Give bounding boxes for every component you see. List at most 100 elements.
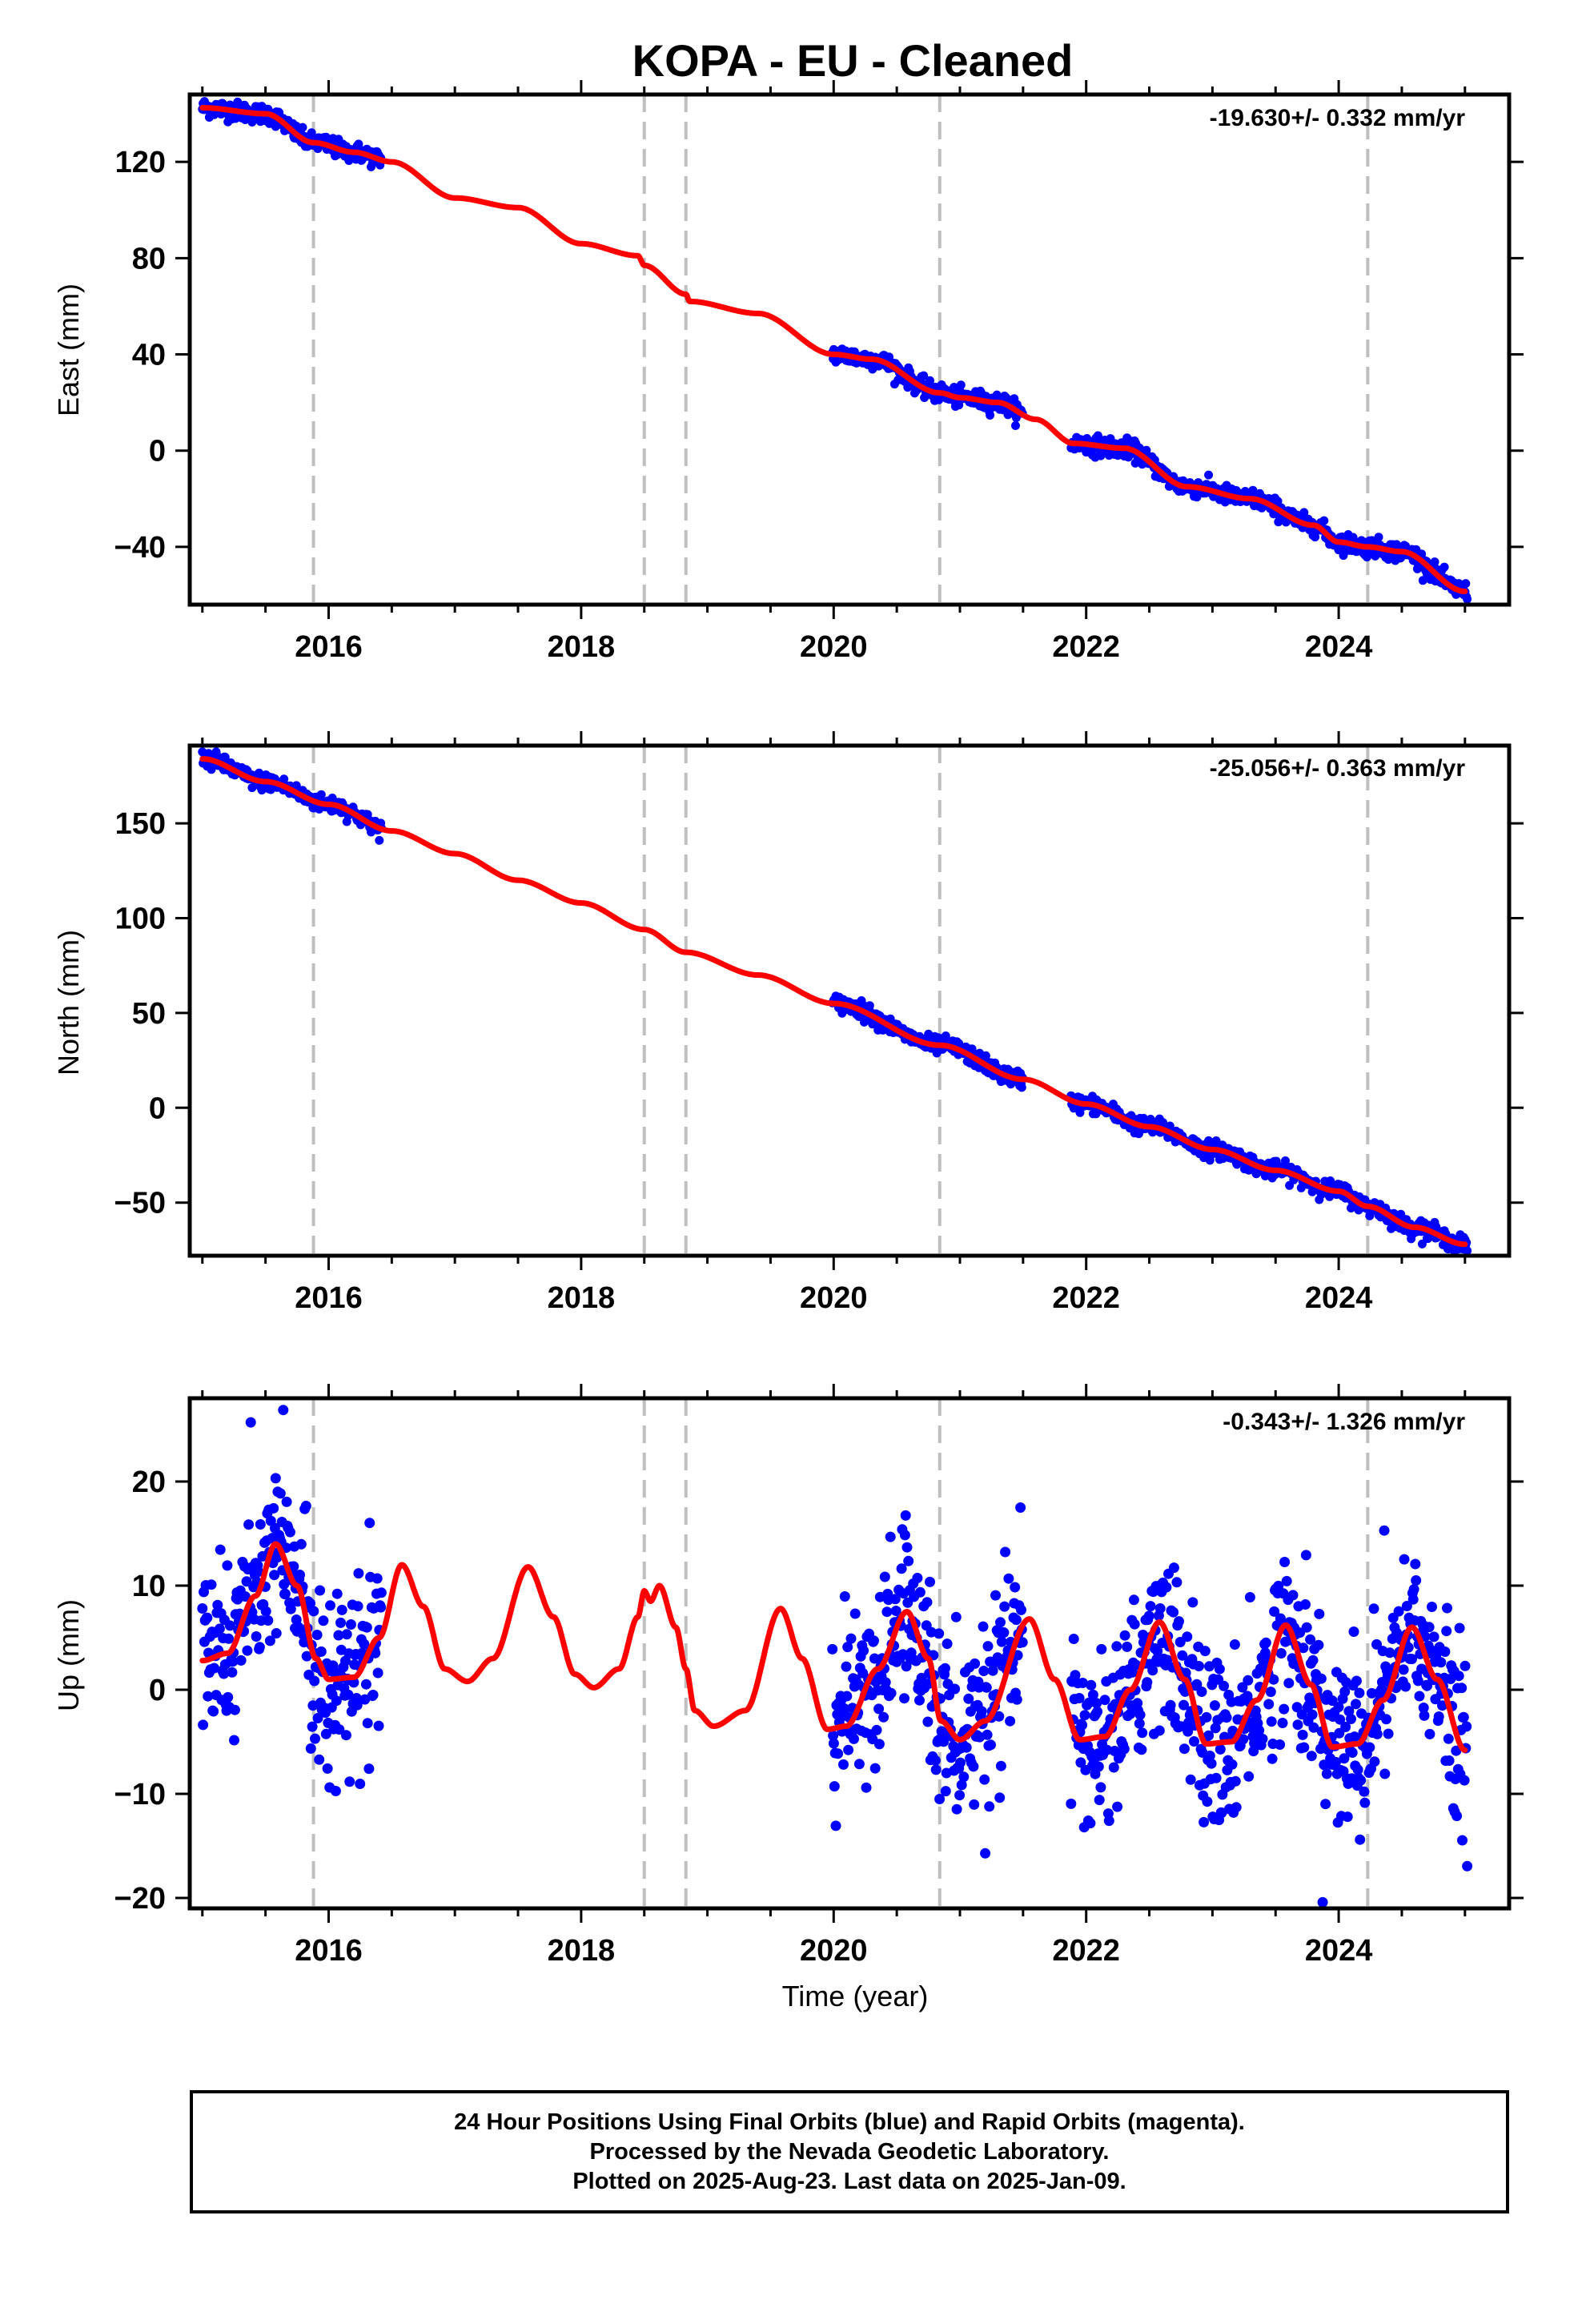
up-data-point [215, 1544, 226, 1555]
up-data-point [1145, 1601, 1156, 1612]
up-data-point [980, 1848, 991, 1859]
up-data-point [202, 1612, 213, 1623]
up-data-point [1219, 1680, 1230, 1691]
up-data-point [1355, 1775, 1367, 1786]
north-data-point [375, 835, 384, 845]
up-data-point [839, 1591, 850, 1602]
up-data-point [254, 1642, 265, 1653]
up-data-point [1085, 1818, 1096, 1829]
up-data-point [1300, 1599, 1311, 1610]
up-data-point [235, 1655, 247, 1666]
up-data-point [1299, 1742, 1310, 1753]
up-data-point [1441, 1626, 1452, 1637]
up-data-point [1279, 1703, 1290, 1715]
up-data-point [1122, 1641, 1133, 1652]
up-data-point [1381, 1714, 1391, 1725]
up-data-point [853, 1759, 865, 1770]
up-data-point [1275, 1739, 1286, 1750]
up-data-point [300, 1501, 311, 1511]
up-data-point [1307, 1655, 1319, 1666]
up-data-point [869, 1763, 881, 1774]
up-data-point [986, 1739, 996, 1751]
up-data-point [1462, 1860, 1473, 1872]
up-data-point [1206, 1758, 1217, 1769]
up-data-point [914, 1695, 925, 1706]
east-data-point [1311, 533, 1320, 542]
up-data-point [1260, 1637, 1271, 1648]
up-data-point [976, 1706, 987, 1717]
up-data-point [345, 1619, 356, 1630]
up-data-point [363, 1763, 375, 1775]
up-data-point [251, 1631, 262, 1642]
up-data-point [921, 1597, 933, 1608]
up-data-point [1457, 1835, 1468, 1846]
up-data-point [1143, 1610, 1154, 1622]
up-data-point [1068, 1634, 1079, 1644]
up-data-point [841, 1691, 853, 1702]
up-data-point [314, 1754, 325, 1765]
up-data-point [1096, 1643, 1107, 1655]
up-data-point [371, 1573, 383, 1584]
up-data-point [295, 1570, 305, 1580]
east-data-point [1463, 594, 1472, 604]
up-data-point [1011, 1694, 1022, 1705]
up-data-point [930, 1764, 942, 1775]
up-data-point [1314, 1608, 1325, 1619]
up-data-point [1315, 1673, 1327, 1684]
up-data-point [934, 1628, 945, 1639]
up-data-point [1292, 1719, 1303, 1731]
up-data-point [899, 1693, 909, 1704]
up-data-point [1137, 1727, 1148, 1739]
up-data-point [930, 1755, 941, 1766]
up-data-point [996, 1636, 1007, 1647]
up-data-point [995, 1617, 1006, 1628]
east-x-tick-label: 2022 [1052, 630, 1120, 664]
up-data-point [1275, 1648, 1287, 1659]
up-data-point [1016, 1604, 1026, 1615]
up-data-point [367, 1690, 379, 1700]
up-data-point [978, 1621, 989, 1632]
east-data-point [354, 139, 363, 149]
up-data-point [1453, 1671, 1464, 1682]
up-data-point [885, 1531, 896, 1542]
up-data-point [1194, 1661, 1204, 1671]
east-model-line [199, 105, 1468, 594]
up-data-point [197, 1603, 208, 1614]
east-data-point [1430, 557, 1439, 567]
up-data-point [305, 1743, 316, 1754]
up-data-point [364, 1518, 375, 1529]
up-data-point [1005, 1715, 1016, 1727]
up-data-point [1461, 1721, 1472, 1732]
up-data-point [1301, 1622, 1312, 1633]
up-data-point [353, 1568, 364, 1579]
up-data-point [1244, 1592, 1255, 1602]
up-data-point [208, 1706, 219, 1717]
up-data-point [1306, 1751, 1317, 1762]
up-data-point [858, 1645, 869, 1656]
up-data-point [1161, 1582, 1172, 1593]
up-data-point [268, 1502, 279, 1514]
north-y-axis-label: North (mm) [52, 930, 85, 1076]
up-data-point [951, 1803, 962, 1815]
east-data-point [956, 380, 966, 390]
up-data-point [206, 1579, 217, 1590]
up-data-point [999, 1601, 1010, 1612]
up-data-point [942, 1638, 953, 1650]
east-rate-label: -19.630+/- 0.332 mm/yr [1210, 105, 1466, 131]
up-data-point [1346, 1714, 1356, 1724]
up-data-point [1221, 1712, 1232, 1723]
up-data-point [1209, 1700, 1220, 1711]
up-data-point [1231, 1802, 1242, 1813]
east-x-tick-label: 2024 [1305, 630, 1373, 664]
up-data-point [1066, 1798, 1077, 1809]
up-data-point [1129, 1618, 1140, 1630]
east-frame [187, 92, 1512, 607]
up-data-point [982, 1729, 993, 1740]
up-data-point [1307, 1709, 1318, 1720]
up-data-point [311, 1630, 323, 1640]
footer-line-2: Processed by the Nevada Geodetic Laborat… [589, 2138, 1110, 2165]
up-data-point [325, 1600, 335, 1611]
east-panel: 2016 2018 2020 2022 2024 −40 0 40 80 120 East (mm)… [52, 80, 1524, 664]
north-y-tick-label: 150 [115, 807, 166, 841]
up-data-point [1154, 1603, 1166, 1614]
